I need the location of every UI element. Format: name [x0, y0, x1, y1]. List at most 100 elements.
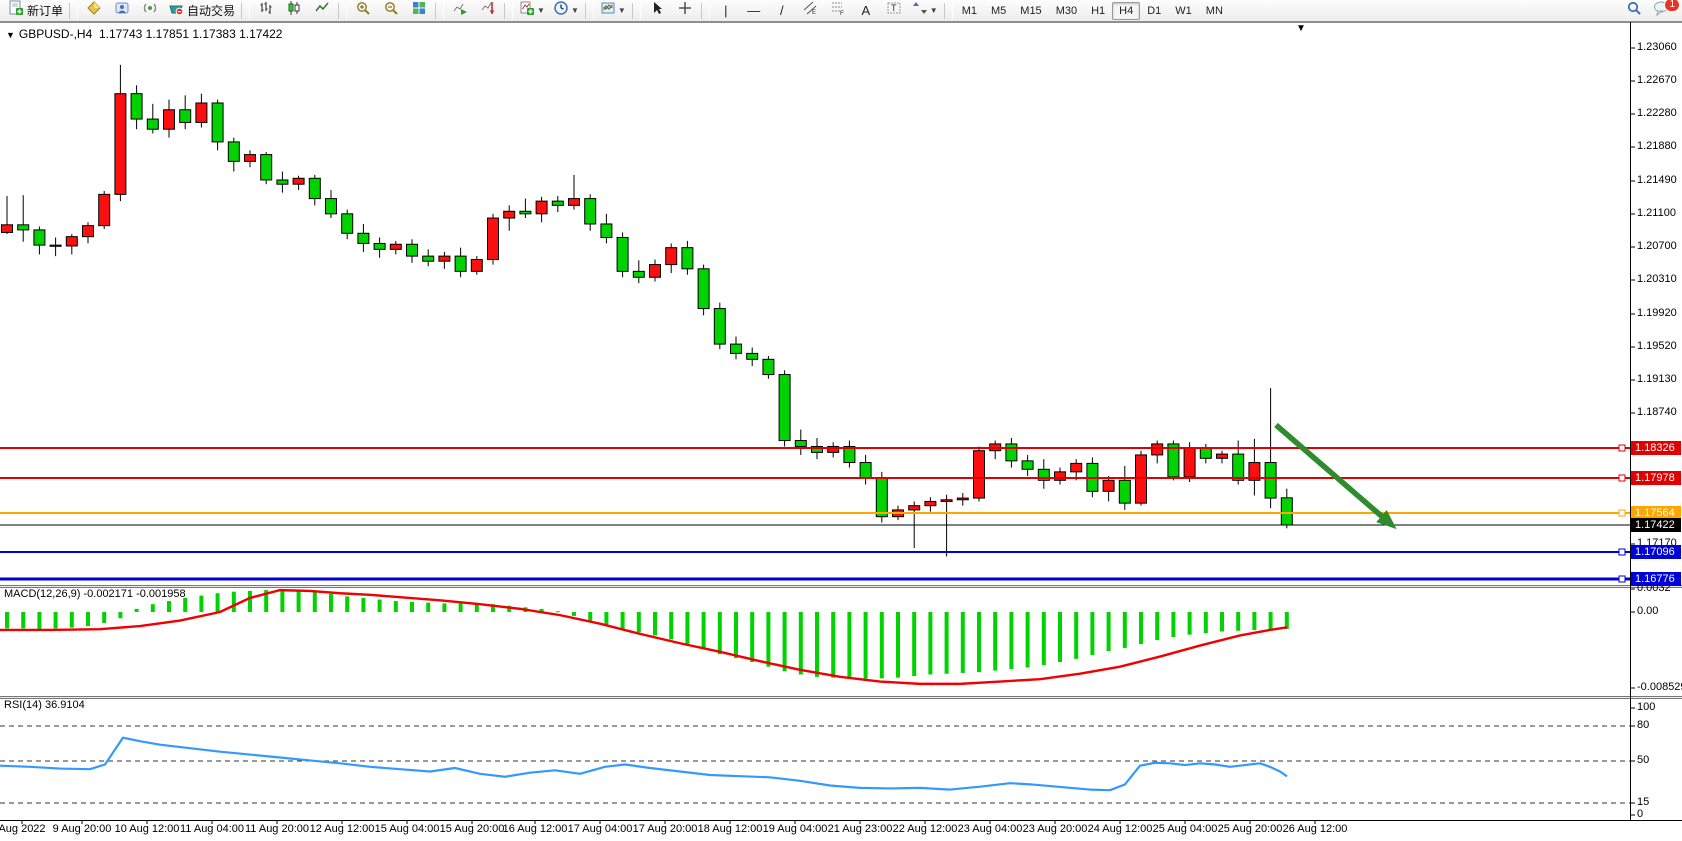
- candlestick-chart-button[interactable]: [281, 1, 307, 21]
- toolbar-separator: [241, 2, 251, 19]
- candle-body: [1037, 468, 1050, 481]
- price-axis-tick: 1.22280: [1637, 107, 1677, 119]
- chart-background: [0, 22, 1682, 841]
- search-button[interactable]: [1621, 1, 1647, 21]
- candle-body: [487, 217, 499, 261]
- dropdown-arrow-icon[interactable]: ▼: [537, 6, 545, 15]
- macd-histogram-bar: [847, 612, 852, 679]
- tile-windows-button[interactable]: [406, 1, 432, 21]
- time-axis-label: 24 Aug 12:00: [1087, 823, 1153, 835]
- macd-histogram-bar: [1268, 612, 1273, 630]
- fibonacci-button[interactable]: F: [825, 1, 851, 21]
- macd-histogram-bar: [86, 612, 90, 627]
- macd-histogram-bar: [717, 612, 722, 655]
- line-handle[interactable]: [1618, 474, 1626, 482]
- macd-histogram-bar: [150, 604, 155, 612]
- candle-body: [260, 154, 273, 181]
- timeframe-button-mn[interactable]: MN: [1205, 4, 1223, 17]
- vertical-line-button[interactable]: |: [713, 1, 739, 21]
- trendline-button[interactable]: /: [769, 1, 795, 21]
- macd-histogram-bar: [37, 612, 42, 630]
- macd-histogram-bar: [831, 612, 836, 678]
- crosshair-button[interactable]: [672, 1, 698, 21]
- macd-histogram-bar: [750, 612, 755, 662]
- macd-histogram-bar: [960, 612, 965, 673]
- line-handle[interactable]: [1618, 444, 1626, 452]
- periods-button[interactable]: ▼: [550, 1, 582, 21]
- macd-histogram-bar: [1090, 612, 1095, 655]
- timeframe-button-m5[interactable]: M5: [991, 4, 1007, 17]
- auto-scroll-button[interactable]: [447, 1, 473, 21]
- candle-body: [1248, 462, 1261, 481]
- dropdown-arrow-icon[interactable]: ▼: [570, 6, 579, 15]
- separator-macd-rsi[interactable]: [0, 696, 1682, 699]
- candle-body: [438, 255, 451, 262]
- timeframe-button-m30[interactable]: M30: [1055, 4, 1078, 17]
- timeframe-button-h1[interactable]: H1: [1091, 4, 1106, 17]
- bars-chart-button[interactable]: [253, 1, 279, 21]
- rsi-axis-tick: 15: [1637, 796, 1650, 808]
- channel-button[interactable]: E: [797, 1, 823, 21]
- candle-body: [1151, 443, 1164, 456]
- candle-body: [503, 210, 516, 219]
- price-axis-tick: 1.21880: [1637, 140, 1677, 152]
- zoom-in-button[interactable]: [350, 1, 376, 21]
- line-chart-button[interactable]: [309, 1, 335, 21]
- cursor-button[interactable]: [644, 1, 670, 21]
- candle-body: [811, 445, 823, 453]
- macd-values: -0.002171 -0.001958: [83, 588, 186, 600]
- text-button[interactable]: A: [853, 1, 879, 21]
- timeframe-button-m15[interactable]: M15: [1020, 4, 1042, 17]
- time-axis-label: 17 Aug 04:00: [567, 823, 633, 835]
- separator-main-macd[interactable]: [0, 585, 1682, 588]
- chart-shift-button[interactable]: [475, 1, 501, 21]
- line-handle[interactable]: [1618, 548, 1626, 556]
- time-axis-label: 10 Aug 12:00: [114, 823, 180, 835]
- macd-histogram-bar: [264, 590, 269, 612]
- macd-name: MACD(12,26,9): [4, 588, 81, 600]
- macd-histogram-bar: [993, 612, 998, 671]
- mql-wizard-button[interactable]: [81, 1, 107, 21]
- trend-arrow-head: [1376, 510, 1397, 530]
- timeframe-button-h4[interactable]: H4: [1112, 1, 1141, 20]
- svg-text:F: F: [840, 11, 844, 16]
- chart-shift-marker-icon[interactable]: ▼: [1296, 23, 1306, 34]
- dropdown-arrow-icon[interactable]: ▼: [617, 6, 626, 15]
- timeframe-button-d1[interactable]: D1: [1147, 4, 1162, 17]
- time-axis-label: 26 Aug 12:00: [1282, 823, 1348, 835]
- zoom-out-button[interactable]: [378, 1, 404, 21]
- candle-body: [1135, 454, 1147, 504]
- signals-button[interactable]: [137, 1, 163, 21]
- templates-button[interactable]: ▼: [597, 1, 629, 21]
- new-order-button[interactable]: 新订单: [5, 0, 66, 21]
- macd-histogram-bar: [912, 612, 917, 677]
- zoomin-icon: [355, 0, 371, 21]
- bars-icon: [258, 0, 274, 21]
- macd-histogram-bar: [977, 612, 981, 673]
- macd-histogram-bar: [685, 612, 690, 645]
- autotrade-button[interactable]: 自动交易: [165, 1, 238, 21]
- cursor-icon: [649, 0, 665, 21]
- timeframe-button-w1[interactable]: W1: [1175, 4, 1192, 17]
- time-axis-label: 11 Aug 20:00: [244, 823, 310, 835]
- time-axis-label: 23 Aug 20:00: [1022, 823, 1088, 835]
- horizontal-line-button[interactable]: —: [741, 1, 767, 21]
- arrows-button[interactable]: ▼: [909, 1, 941, 21]
- macd-histogram-bar: [1252, 612, 1257, 630]
- chart-ohlc-values: 1.17743 1.17851 1.17383 1.17422: [98, 27, 283, 41]
- macd-histogram-bar: [491, 604, 495, 612]
- trend-arrow[interactable]: [1274, 422, 1388, 523]
- price-axis-tick: 1.20700: [1637, 240, 1677, 252]
- macd-histogram-bar: [5, 612, 9, 629]
- candle-body: [33, 229, 46, 246]
- text-label-button[interactable]: T: [881, 1, 907, 21]
- line-handle[interactable]: [1618, 509, 1626, 517]
- dropdown-arrow-icon[interactable]: ▼: [929, 6, 938, 15]
- candle-body: [130, 93, 143, 120]
- timeframe-button-m1[interactable]: M1: [961, 4, 977, 17]
- chat-button[interactable]: 1: [1649, 0, 1680, 21]
- profile-button[interactable]: [109, 1, 135, 21]
- line-handle[interactable]: [1618, 575, 1626, 583]
- indicators-button[interactable]: ▼: [516, 1, 548, 21]
